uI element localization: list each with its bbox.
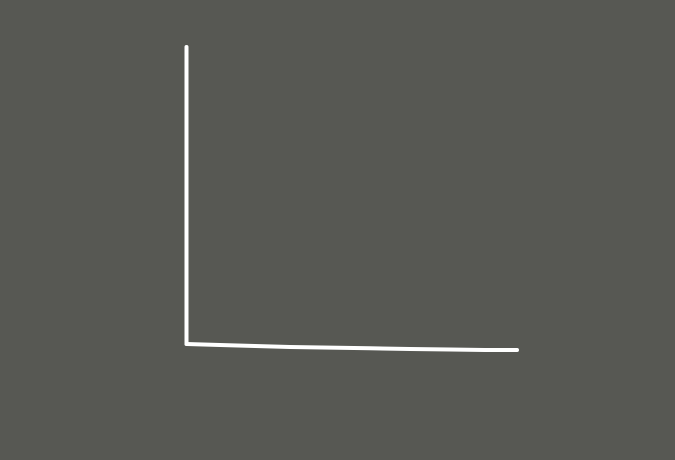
horizontal-axis-stroke — [184, 342, 519, 352]
